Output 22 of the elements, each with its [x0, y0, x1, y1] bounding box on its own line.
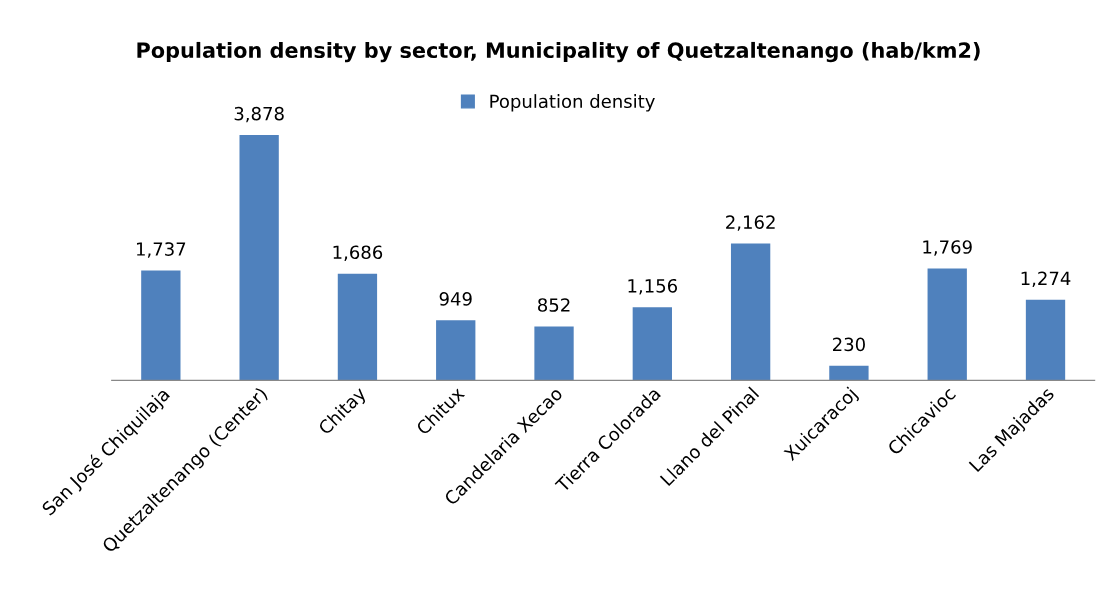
- bar: [337, 273, 378, 381]
- bar: [141, 270, 181, 381]
- bar: [730, 243, 771, 381]
- data-label: 1,737: [136, 242, 186, 258]
- bar: [829, 365, 869, 381]
- data-label: 1,769: [923, 240, 972, 256]
- data-label: 3,878: [234, 106, 284, 123]
- data-label: 949: [439, 292, 472, 306]
- data-label: 230: [833, 337, 865, 352]
- legend-label: Population density: [490, 94, 655, 112]
- bar: [239, 135, 279, 381]
- bar: [436, 320, 476, 381]
- data-label: 2,162: [726, 215, 775, 231]
- data-label: 852: [538, 298, 570, 312]
- data-label: 1,274: [1021, 271, 1071, 288]
- bar: [632, 307, 672, 381]
- data-label: 1,156: [628, 278, 678, 295]
- data-label: 1,686: [333, 245, 383, 261]
- chart-title: Population density by sector, Municipality of Quetzaltenango (hab/km2): [137, 41, 980, 63]
- bar: [534, 326, 574, 381]
- bar: [1025, 299, 1066, 381]
- bar: [927, 268, 967, 381]
